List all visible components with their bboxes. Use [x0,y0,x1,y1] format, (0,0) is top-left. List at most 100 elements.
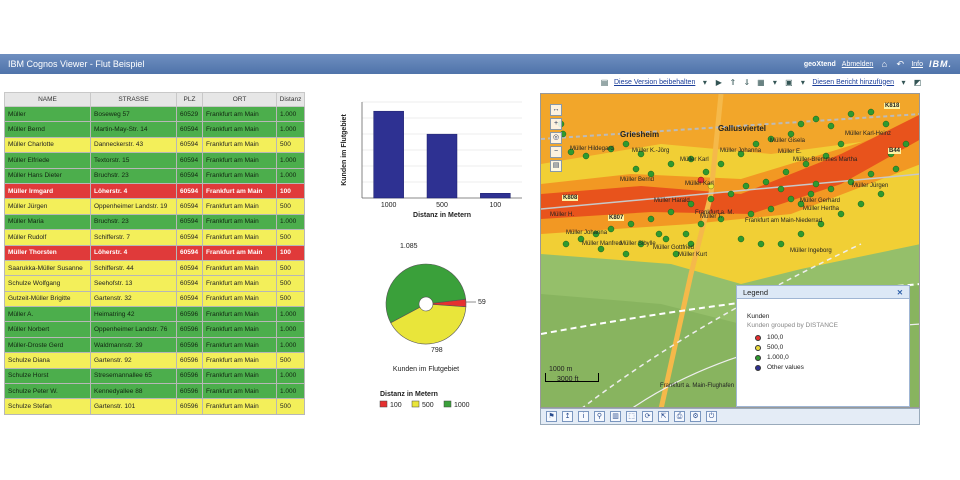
layers-icon[interactable]: ▤ [550,160,562,172]
logout-link[interactable]: Abmelden [841,60,874,68]
customer-marker[interactable] [892,165,900,173]
pie-slice[interactable] [385,263,467,324]
zoom-out-icon[interactable]: − [550,146,562,158]
measure-icon[interactable]: ▥ [610,411,621,422]
customer-marker[interactable] [697,176,705,184]
customer-marker[interactable] [562,240,570,248]
customer-marker[interactable] [655,230,663,238]
customer-marker[interactable] [637,240,645,248]
table-row[interactable]: Saarukka-Müller Susanne Schifferstr. 44 60… [4,259,305,277]
customer-marker[interactable] [787,195,795,203]
table-row[interactable]: Schulze Peter W. Kennedyallee 88 60596 Fran… [4,383,305,400]
customer-marker[interactable] [902,140,910,148]
table-row[interactable]: Müller Irmgard Löherstr. 4 60594 Frankfurt … [4,182,305,200]
customer-marker[interactable] [807,190,815,198]
table-row[interactable]: Müller Elfriede Textorstr. 15 60594 Frankfu… [4,152,305,169]
table-row[interactable]: Gutzeit-Müller Brigitte Gartenstr. 32 6059… [4,290,305,308]
search-icon[interactable]: ⚲ [594,411,605,422]
customer-marker[interactable] [662,235,670,243]
info-icon[interactable]: i [578,411,589,422]
bar[interactable] [480,193,511,199]
col-header-distance[interactable]: Distanz [276,92,305,107]
col-header-plz[interactable]: PLZ [176,92,203,107]
save-icon[interactable]: ▣ [785,77,793,87]
customer-marker[interactable] [622,140,630,148]
customer-marker[interactable] [767,135,775,143]
customer-marker[interactable] [817,220,825,228]
zoom-in-icon[interactable]: + [550,118,562,130]
customer-marker[interactable] [597,245,605,253]
customer-marker[interactable] [857,200,865,208]
customer-marker[interactable] [812,180,820,188]
customer-marker[interactable] [582,152,590,160]
customer-marker[interactable] [797,120,805,128]
customer-marker[interactable] [647,215,655,223]
dropdown-icon[interactable]: ▾ [901,77,906,87]
bar[interactable] [426,133,458,199]
customer-marker[interactable] [797,230,805,238]
customer-marker[interactable] [827,122,835,130]
customer-marker[interactable] [687,155,695,163]
customer-marker[interactable] [762,178,770,186]
customer-marker[interactable] [787,130,795,138]
table-row[interactable]: Müller Jürgen Oppenheimer Landstr. 19 6059… [4,198,305,215]
table-row[interactable]: Müller Maria Bruchstr. 23 60594 Frankfurt a… [4,213,305,231]
customer-marker[interactable] [737,150,745,158]
customer-marker[interactable] [767,205,775,213]
customer-marker[interactable] [702,168,710,176]
customer-marker[interactable] [882,120,890,128]
customer-marker[interactable] [802,160,810,168]
customer-marker[interactable] [682,230,690,238]
info-link[interactable]: Info [911,60,923,68]
customer-marker[interactable] [567,148,575,156]
close-icon[interactable]: ✕ [896,288,903,297]
customer-marker[interactable] [877,190,885,198]
format-icon[interactable]: ▦ [757,77,765,87]
drill-up-icon[interactable]: ⇑ [729,77,737,87]
customer-marker[interactable] [737,235,745,243]
customer-marker[interactable] [667,208,675,216]
home-icon[interactable]: ⌂ [881,59,888,69]
customer-marker[interactable] [707,195,715,203]
table-row[interactable]: Müller A. Heimatring 42 60596 Frankfurt am … [4,306,305,323]
bar[interactable] [373,110,404,199]
add-report-link[interactable]: Diesen Bericht hinzufügen [812,78,895,86]
table-row[interactable]: Müller Charlotte Danneckerstr. 43 60594 Fra… [4,136,305,154]
table-row[interactable]: Schulze Diana Gartenstr. 92 60596 Frankfurt… [4,352,305,369]
chart-icon[interactable]: ◩ [913,77,922,87]
customer-marker[interactable] [672,250,680,258]
customer-marker[interactable] [757,240,765,248]
customer-marker[interactable] [782,168,790,176]
customer-marker[interactable] [752,140,760,148]
customer-marker[interactable] [777,240,785,248]
customer-marker[interactable] [687,200,695,208]
col-header-street[interactable]: STRASSE [90,92,177,107]
customer-marker[interactable] [742,182,750,190]
customer-marker[interactable] [812,115,820,123]
customer-marker[interactable] [717,215,725,223]
settings-icon[interactable]: ⚙ [690,411,701,422]
customer-marker[interactable] [747,210,755,218]
customer-marker[interactable] [647,170,655,178]
customer-marker[interactable] [622,250,630,258]
run-icon[interactable]: ▶ [715,77,722,87]
pan-arrows-icon[interactable]: ↔ [550,104,562,116]
table-row[interactable]: Müller Boseweg 57 60529 Frankfurt am Main 1.… [4,105,305,123]
keep-version-link[interactable]: Diese Version beibehalten [614,78,696,86]
dropdown-icon[interactable]: ▾ [772,77,777,87]
customer-marker[interactable] [867,170,875,178]
table-row[interactable]: Müller Rudolf Schifferstr. 7 60594 Frankfur… [4,229,305,246]
pie-slice[interactable] [390,304,467,345]
customer-marker[interactable] [707,182,715,190]
table-row[interactable]: Schulze Horst Stresemannallee 65 60596 Fran… [4,367,305,385]
table-row[interactable]: Müller Hans Dieter Bruchstr. 23 60594 Frank… [4,167,305,184]
customer-marker[interactable] [632,165,640,173]
back-icon[interactable]: ↶ [896,59,905,69]
dropdown-icon[interactable]: ▾ [800,77,805,87]
customer-marker[interactable] [822,152,830,160]
customer-marker[interactable] [687,240,695,248]
select-icon[interactable]: ⬚ [626,411,637,422]
print-icon[interactable]: ⎙ [674,411,685,422]
customer-marker[interactable] [592,230,600,238]
location-icon[interactable]: ◎ [550,132,562,144]
